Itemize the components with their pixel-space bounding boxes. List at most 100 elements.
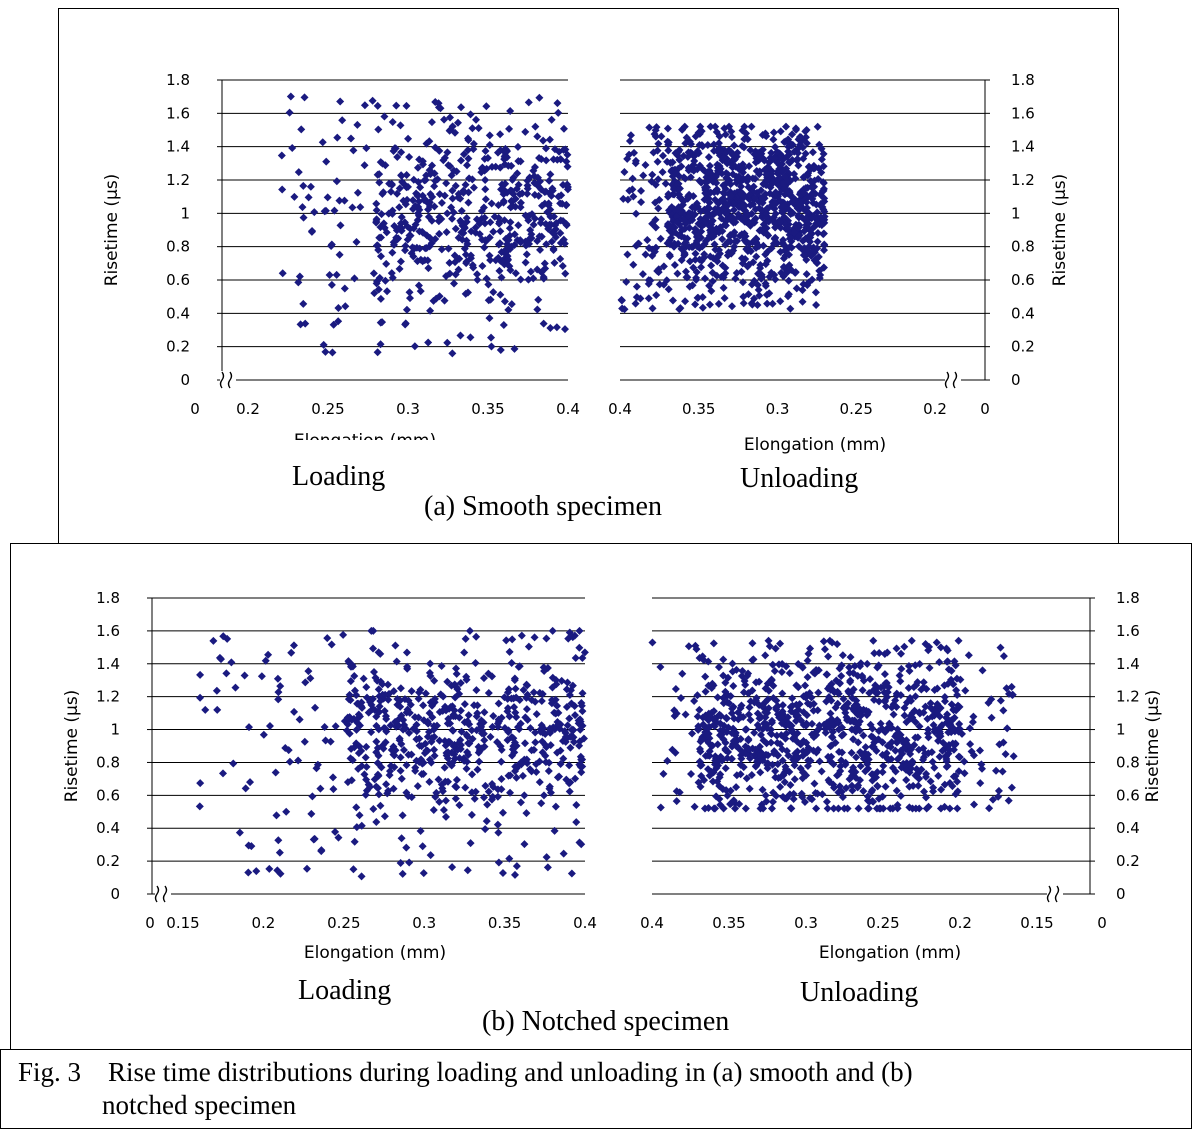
data-point (667, 233, 676, 242)
data-point (547, 115, 556, 124)
data-point (505, 712, 514, 721)
data-point (519, 686, 528, 695)
data-point (776, 127, 785, 136)
data-point (994, 786, 1003, 795)
data-point (631, 299, 640, 308)
data-point (579, 734, 588, 743)
data-point (442, 179, 451, 188)
data-point (892, 702, 901, 711)
data-point (367, 728, 376, 737)
data-point (306, 674, 315, 683)
data-point (409, 252, 418, 261)
data-point (694, 231, 703, 240)
data-point (722, 786, 731, 795)
data-point (791, 220, 800, 229)
data-point (934, 736, 943, 745)
data-point (663, 222, 672, 231)
data-point (414, 694, 423, 703)
data-point (886, 742, 895, 751)
data-point (942, 755, 951, 764)
data-point (522, 755, 531, 764)
data-point (704, 715, 713, 724)
x-tick-label: 0.15 (166, 914, 199, 932)
data-point (895, 671, 904, 680)
data-point (542, 156, 551, 165)
y-tick-label: 1.2 (166, 171, 190, 189)
data-point (370, 667, 379, 676)
data-point (727, 127, 736, 136)
data-point (392, 101, 401, 110)
data-point (768, 179, 777, 188)
data-point (340, 284, 349, 293)
data-point (389, 240, 398, 249)
data-point (539, 273, 548, 282)
data-point (763, 205, 772, 214)
data-point (940, 681, 949, 690)
data-point (714, 299, 723, 308)
data-point (937, 785, 946, 794)
data-point (750, 276, 759, 285)
y-tick-label: 1 (110, 721, 120, 739)
x-tick-label: 0 (145, 914, 155, 932)
data-point (475, 746, 484, 755)
data-point (551, 233, 560, 242)
data-point (277, 151, 286, 160)
data-point (632, 209, 641, 218)
data-point (682, 273, 691, 282)
chart-smooth-loading: 00.20.40.60.811.21.41.61.80 0.2 0.25 0.3 0.3… (102, 71, 580, 440)
data-point (448, 186, 457, 195)
data-point (505, 262, 514, 271)
data-point (732, 783, 741, 792)
data-point (530, 163, 539, 172)
data-point (734, 162, 743, 171)
data-point (765, 158, 774, 167)
data-point (422, 746, 431, 755)
data-point (572, 800, 581, 809)
data-point (566, 743, 575, 752)
data-point (670, 239, 679, 248)
data-point (810, 779, 819, 788)
data-point (935, 727, 944, 736)
data-point (927, 748, 936, 757)
data-point (382, 714, 391, 723)
scatter-series (277, 92, 572, 358)
data-point (380, 812, 389, 821)
data-point (911, 692, 920, 701)
data-point (688, 729, 697, 738)
data-point (835, 679, 844, 688)
data-point (486, 256, 495, 265)
data-point (784, 147, 793, 156)
data-point (859, 787, 868, 796)
data-point (817, 168, 826, 177)
data-point (374, 725, 383, 734)
data-point (473, 765, 482, 774)
data-point (409, 224, 418, 233)
data-point (719, 153, 728, 162)
data-point (500, 186, 509, 195)
data-point (546, 323, 555, 332)
data-point (484, 280, 493, 289)
y-tick-label: 1.2 (1116, 688, 1140, 706)
data-point (362, 144, 371, 153)
data-point (395, 203, 404, 212)
data-point (1001, 750, 1010, 759)
data-point (940, 693, 949, 702)
data-point (818, 202, 827, 211)
data-point (487, 199, 496, 208)
data-point (641, 160, 650, 169)
data-point (480, 213, 489, 222)
data-point (535, 688, 544, 697)
data-point (928, 712, 937, 721)
data-point (776, 149, 785, 158)
data-point (776, 223, 785, 232)
data-point (717, 169, 726, 178)
data-point (418, 160, 427, 169)
data-point (724, 200, 733, 209)
data-point (336, 221, 345, 230)
data-point (298, 203, 307, 212)
data-point (800, 798, 809, 807)
data-point (709, 209, 718, 218)
data-point (525, 239, 534, 248)
data-point (773, 760, 782, 769)
data-point (878, 750, 887, 759)
